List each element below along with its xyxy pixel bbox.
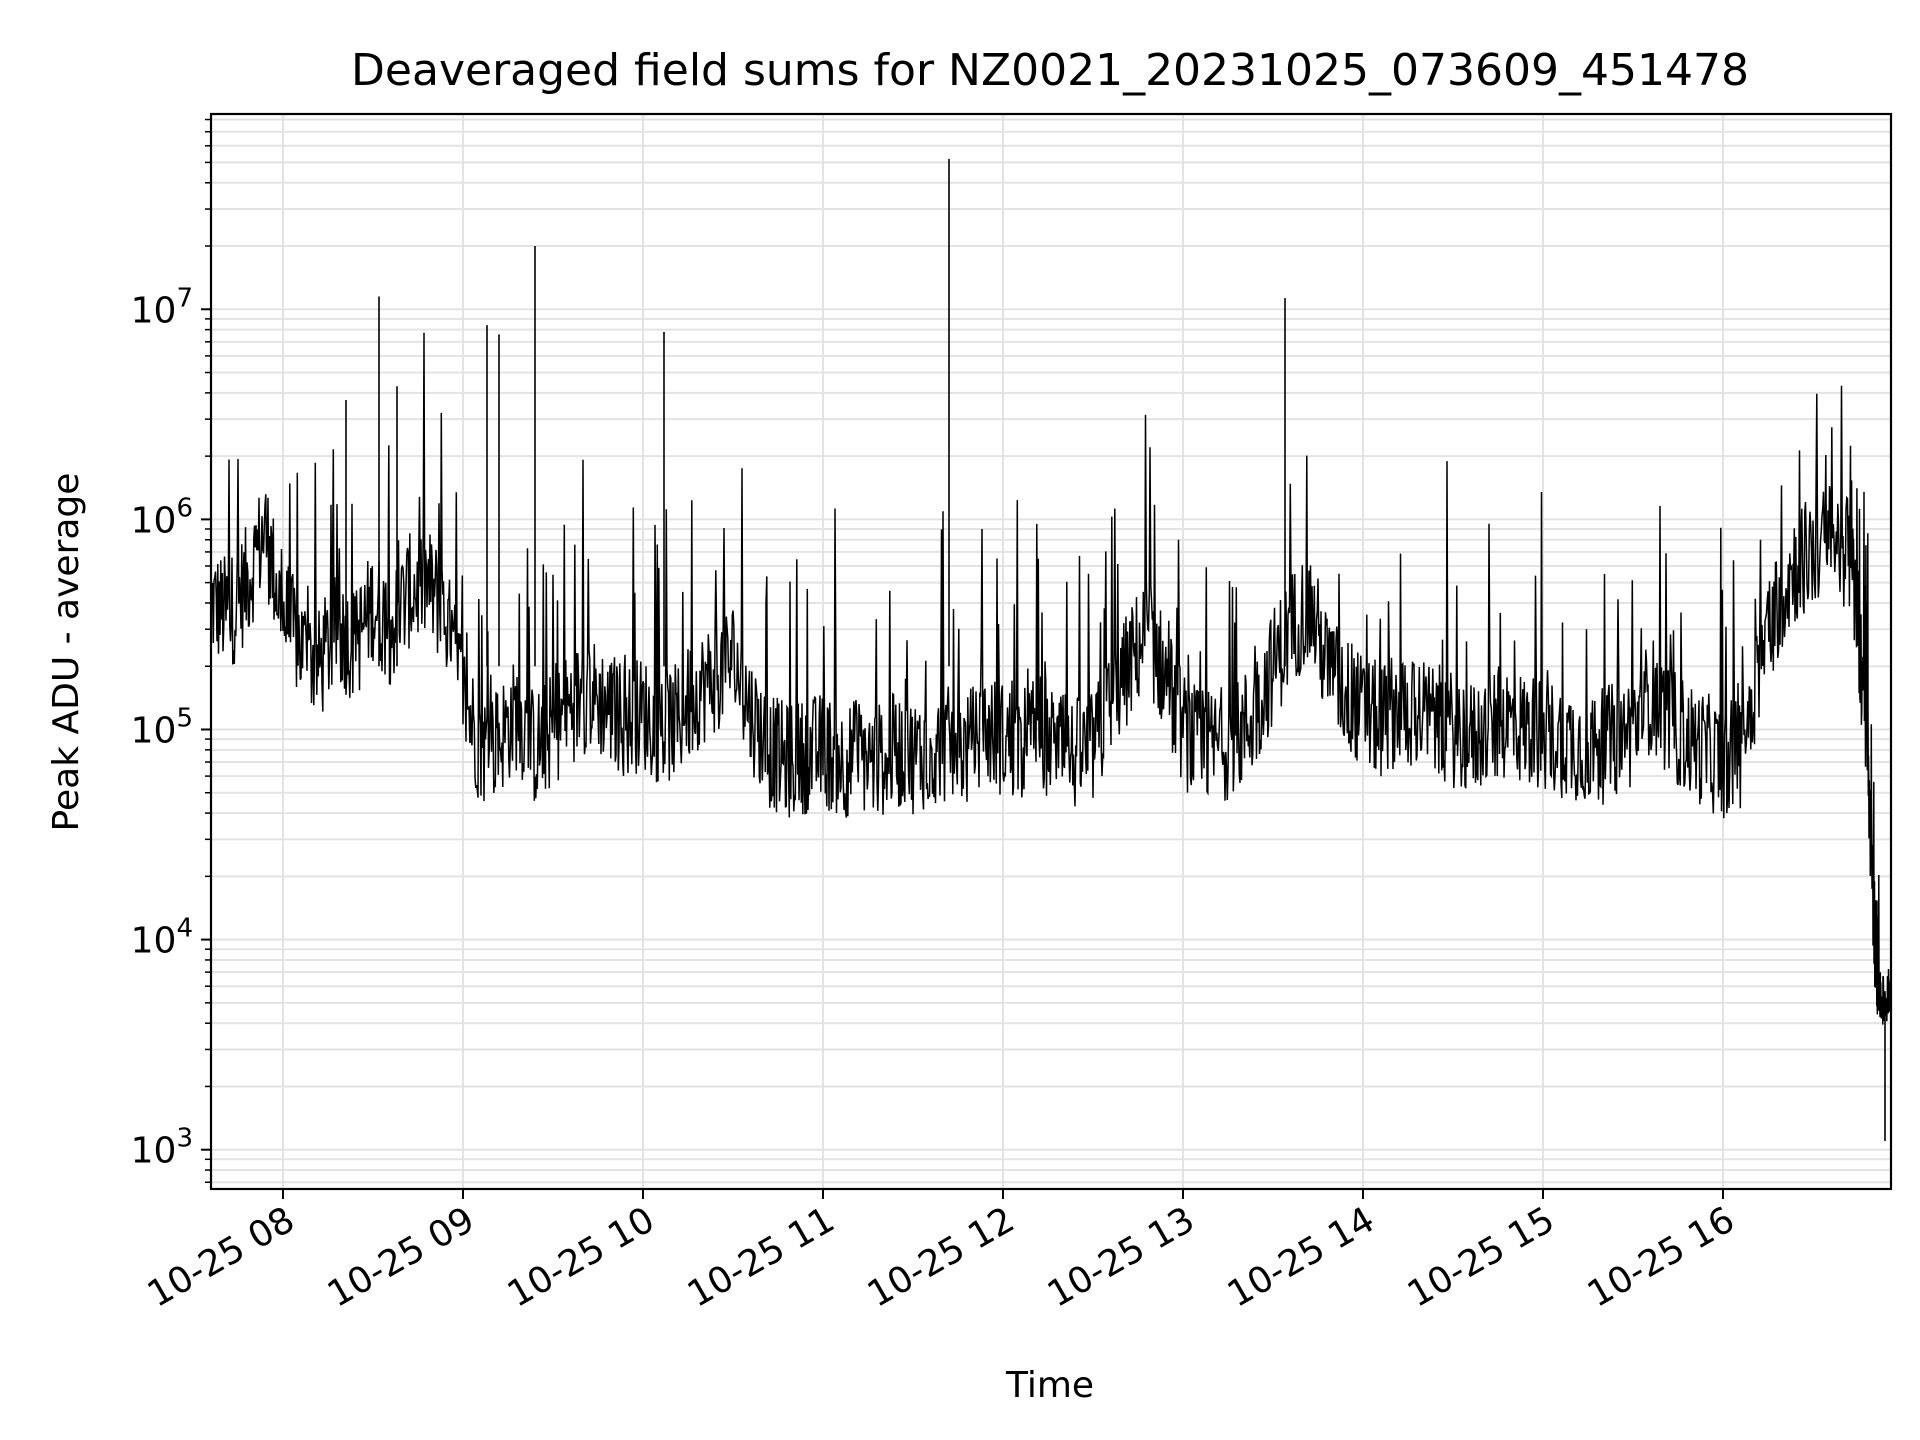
plot-area	[211, 158, 1891, 1141]
y-tick-label: 107	[131, 283, 193, 331]
y-tick-label: 104	[131, 914, 193, 962]
y-tick-label: 106	[131, 493, 193, 541]
y-axis-label: Peak ADU - average	[46, 473, 87, 832]
x-axis-label: Time	[1005, 1365, 1094, 1406]
y-tick-label: 103	[131, 1124, 193, 1172]
series-line	[211, 332, 1891, 1025]
y-tick-label: 105	[131, 703, 193, 751]
chart-title: Deaveraged field sums for NZ0021_2023102…	[351, 45, 1749, 96]
plot-frame	[209, 112, 1893, 1191]
